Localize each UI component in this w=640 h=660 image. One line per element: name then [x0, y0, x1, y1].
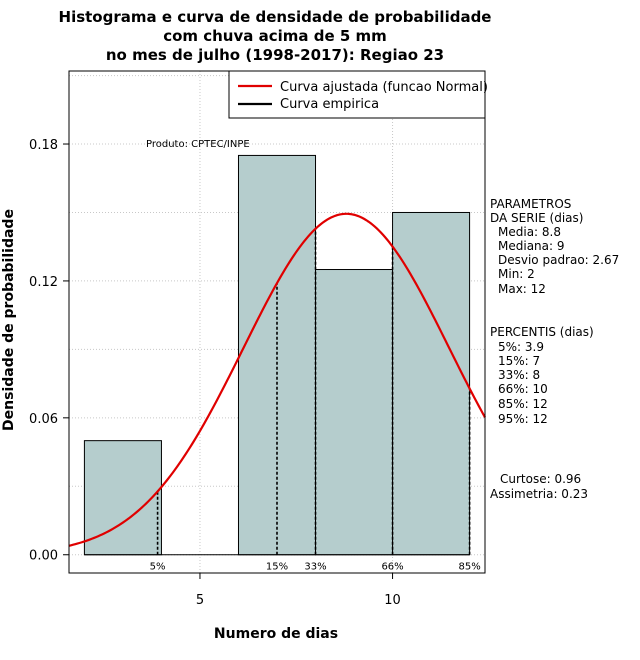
- percentile-labels: 5% 15% 33% 66% 85%: [150, 562, 481, 573]
- x-tick-label: 10: [384, 593, 401, 608]
- curtose-value: Curtose: 0.96: [500, 472, 581, 486]
- legend-label-normal: Curva ajustada (funcao Normal): [280, 80, 488, 95]
- y-axis: 0.00 0.06 0.12 0.18: [29, 138, 70, 564]
- parametro-max: Max: 12: [498, 282, 546, 296]
- percentil-66: 66%: 10: [498, 382, 548, 396]
- chart-title-line-1: Histograma e curva de densidade de proba…: [59, 8, 492, 26]
- x-axis-label: Numero de dias: [214, 626, 338, 642]
- chart-title-line-3: no mes de julho (1998-2017): Regiao 23: [106, 46, 444, 64]
- parametro-mediana: Mediana: 9: [498, 239, 565, 253]
- parametro-min: Min: 2: [498, 267, 535, 281]
- y-tick-label: 0.00: [29, 549, 58, 564]
- percentile-tick-label: 5%: [150, 562, 166, 573]
- histogram-bar: [237, 154, 317, 556]
- x-axis: 5 10: [196, 572, 401, 608]
- percentil-85: 85%: 12: [498, 397, 548, 411]
- parametro-media: Media: 8.8: [498, 225, 561, 239]
- product-note: Produto: CPTEC/INPE: [146, 139, 250, 150]
- histogram-bars: [83, 154, 471, 556]
- normal-fit-curve: [68, 212, 486, 547]
- histogram-bar: [315, 269, 394, 556]
- percentil-33: 33%: 8: [498, 368, 540, 382]
- percentile-tick-label: 33%: [304, 562, 326, 573]
- y-tick-label: 0.18: [29, 138, 58, 153]
- percentil-5: 5%: 3.9: [498, 340, 544, 354]
- parametro-desvio: Desvio padrao: 2.67: [498, 253, 619, 267]
- y-tick-label: 0.12: [29, 275, 58, 290]
- chart-title-line-2: com chuva acima de 5 mm: [163, 27, 387, 45]
- y-tick-label: 0.06: [29, 412, 58, 427]
- assimetria-value: Assimetria: 0.23: [490, 487, 588, 501]
- percentile-tick-label: 15%: [266, 562, 288, 573]
- legend-label-empirical: Curva empirica: [280, 97, 379, 112]
- x-tick-label: 5: [196, 593, 204, 608]
- legend: Curva ajustada (funcao Normal) Curva emp…: [228, 70, 488, 119]
- percentil-95: 95%: 12: [498, 412, 548, 426]
- parametros-header-2: DA SERIE (dias): [490, 211, 583, 225]
- legend-box: [228, 70, 486, 119]
- parametros-header-1: PARAMETROS: [490, 197, 571, 211]
- stats-panel: PARAMETROS DA SERIE (dias) Media: 8.8 Me…: [490, 197, 619, 501]
- percentil-15: 15%: 7: [498, 354, 540, 368]
- percentile-tick-label: 66%: [381, 562, 403, 573]
- percentile-lines: [156, 228, 471, 555]
- y-axis-label: Densidade de probabilidade: [1, 209, 17, 431]
- percentis-header: PERCENTIS (dias): [490, 325, 594, 339]
- percentile-tick-label: 85%: [458, 562, 480, 573]
